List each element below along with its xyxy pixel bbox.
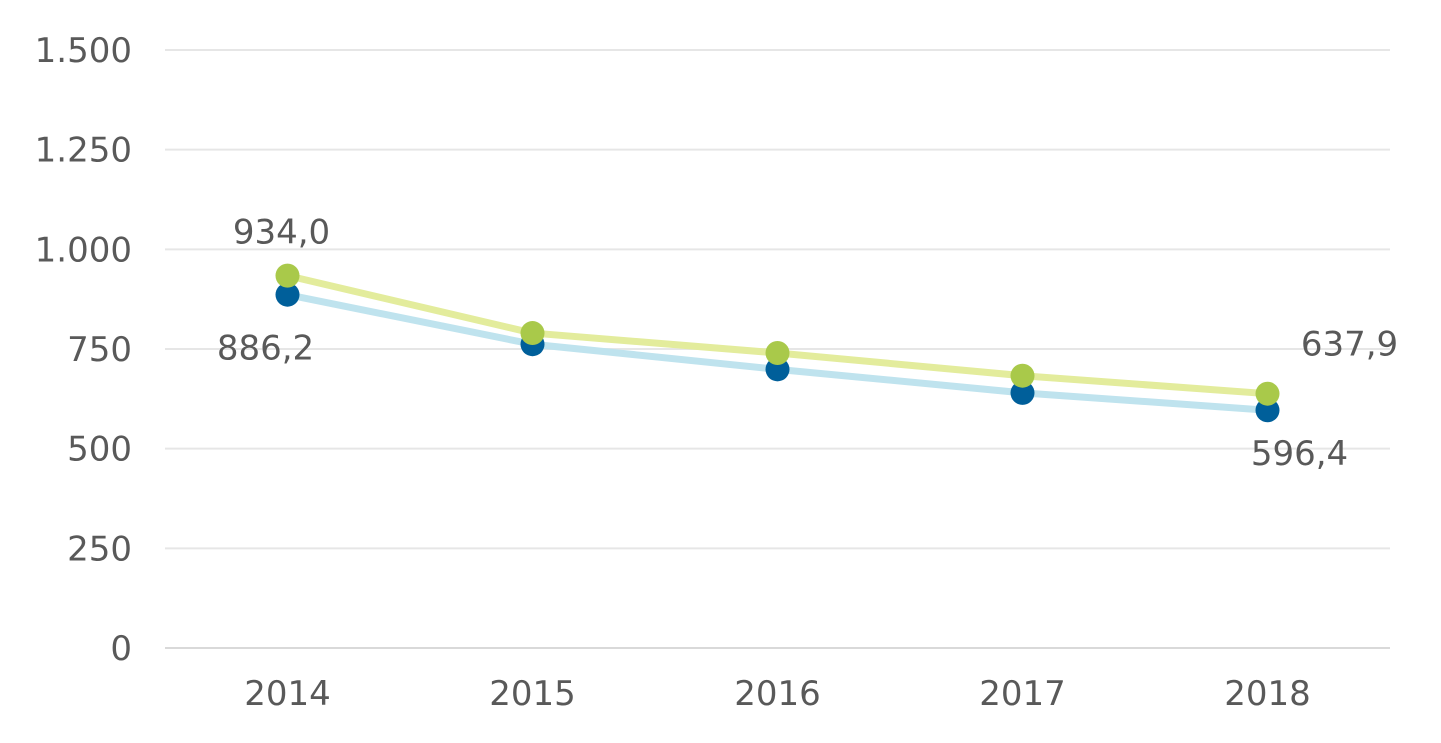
- y-axis-tick-labels: 0 250 500 750 1.000 1.250 1.500: [35, 31, 132, 669]
- data-point-marker: [1010, 380, 1035, 405]
- data-point-marker: [1255, 398, 1280, 423]
- data-point-marker: [1255, 381, 1280, 406]
- data-labels: 934,0 637,9 886,2 596,4: [217, 213, 1398, 475]
- data-point-marker: [520, 321, 545, 346]
- data-label: 637,9: [1301, 325, 1398, 365]
- x-axis-tick-labels: 2014 2015 2016 2017 2018: [244, 674, 1311, 714]
- y-tick-label: 1.250: [35, 131, 132, 171]
- y-tick-label: 0: [110, 629, 132, 669]
- data-point-marker: [1010, 363, 1035, 388]
- x-tick-label: 2017: [979, 674, 1066, 714]
- y-tick-label: 250: [67, 529, 132, 569]
- x-tick-label: 2018: [1224, 674, 1311, 714]
- x-tick-label: 2015: [489, 674, 576, 714]
- data-label: 596,4: [1251, 434, 1348, 474]
- data-label: 934,0: [233, 213, 330, 253]
- x-tick-label: 2014: [244, 674, 331, 714]
- y-tick-label: 1.000: [35, 230, 132, 270]
- x-tick-label: 2016: [734, 674, 821, 714]
- y-tick-label: 500: [67, 430, 132, 470]
- data-label: 886,2: [217, 329, 314, 369]
- data-point-marker: [275, 263, 300, 288]
- y-tick-label: 1.500: [35, 31, 132, 71]
- y-tick-label: 750: [67, 330, 132, 370]
- data-point-marker: [275, 282, 300, 307]
- series-markers: [275, 263, 1280, 423]
- data-point-marker: [765, 340, 790, 365]
- gridlines: [165, 49, 1390, 649]
